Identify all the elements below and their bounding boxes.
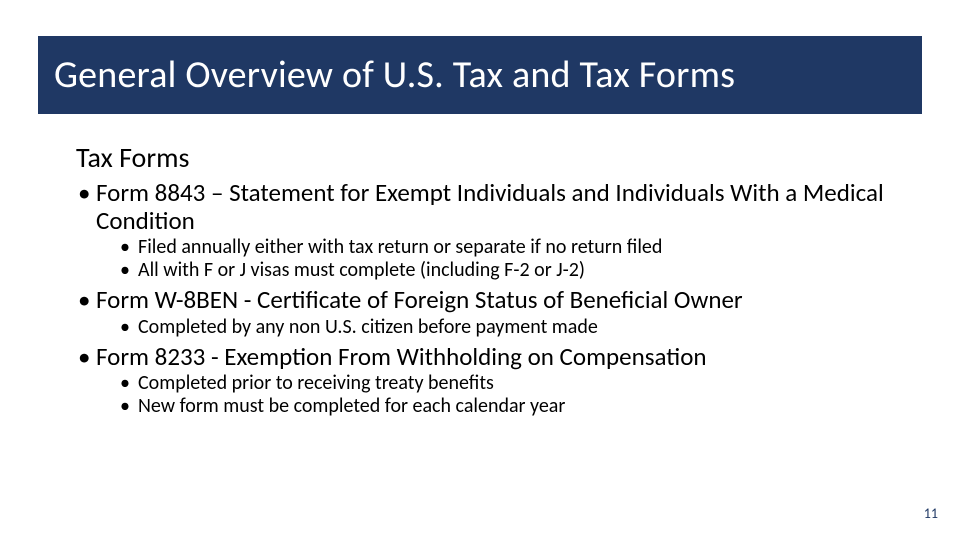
list-item: Form 8233 - Exemption From Withholding o… [76,343,916,419]
slide: General Overview of U.S. Tax and Tax For… [0,0,960,540]
sub-bullet-list: Completed prior to receiving treaty bene… [96,372,916,418]
title-bar: General Overview of U.S. Tax and Tax For… [38,36,922,114]
sub-bullet-list: Filed annually either with tax return or… [96,236,916,282]
sub-bullet-list: Completed by any non U.S. citizen before… [96,316,916,339]
bullet-list: Form 8843 – Statement for Exempt Individ… [76,179,916,418]
content-subtitle: Tax Forms [76,140,916,175]
slide-content: Tax Forms Form 8843 – Statement for Exem… [76,140,916,422]
sub-list-item: New form must be completed for each cale… [120,395,916,418]
bullet-text: Form W-8BEN - Certificate of Foreign Sta… [96,284,743,315]
bullet-text: Form 8233 - Exemption From Withholding o… [96,341,707,372]
sub-list-item: All with F or J visas must complete (inc… [120,259,916,282]
bullet-text: Form 8843 – Statement for Exempt Individ… [96,177,884,236]
page-number: 11 [924,505,938,522]
sub-list-item: Filed annually either with tax return or… [120,236,916,259]
sub-list-item: Completed by any non U.S. citizen before… [120,316,916,339]
sub-list-item: Completed prior to receiving treaty bene… [120,372,916,395]
list-item: Form W-8BEN - Certificate of Foreign Sta… [76,286,916,339]
slide-title: General Overview of U.S. Tax and Tax For… [54,52,735,98]
list-item: Form 8843 – Statement for Exempt Individ… [76,179,916,282]
